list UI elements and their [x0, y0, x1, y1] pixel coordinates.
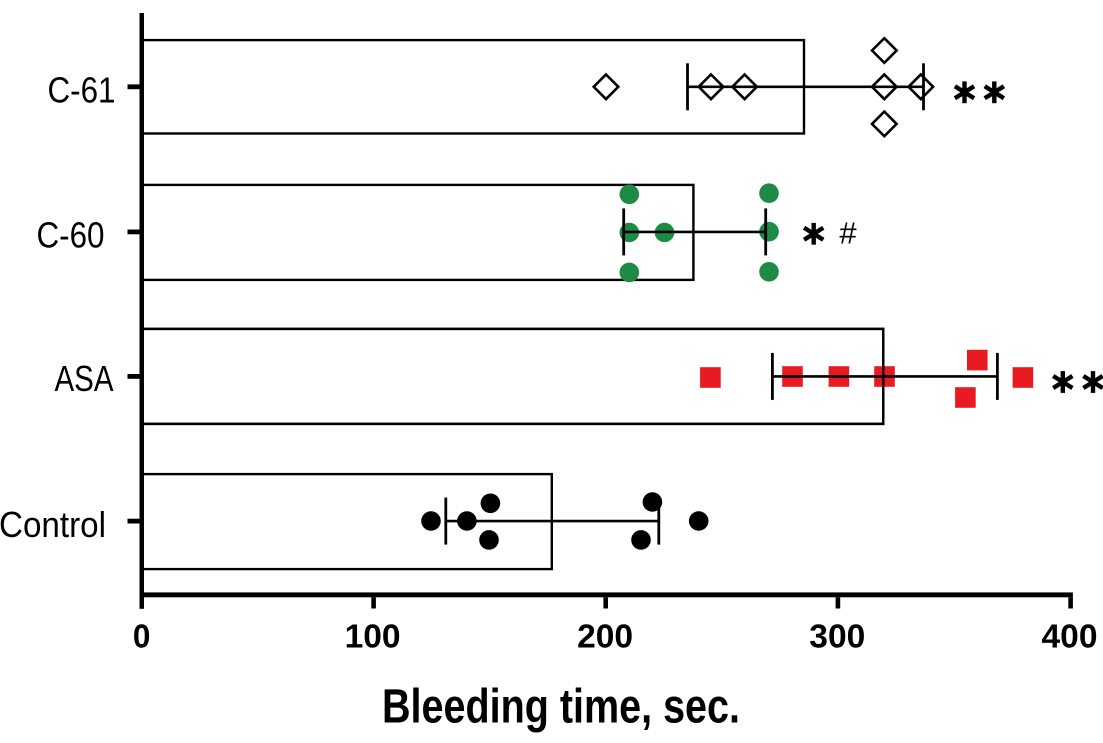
- svg-text:#: #: [839, 216, 857, 251]
- svg-text:C-61: C-61: [48, 70, 116, 111]
- svg-text:C-60: C-60: [37, 214, 105, 255]
- svg-text:Control: Control: [0, 504, 106, 545]
- svg-text:300: 300: [809, 618, 865, 655]
- svg-text:200: 200: [577, 618, 633, 655]
- svg-text:100: 100: [345, 618, 401, 655]
- svg-text:Bleeding time, sec.: Bleeding time, sec.: [382, 680, 740, 733]
- svg-text:0: 0: [133, 618, 151, 655]
- svg-text:ASA: ASA: [55, 358, 114, 399]
- svg-text:400: 400: [1042, 618, 1098, 655]
